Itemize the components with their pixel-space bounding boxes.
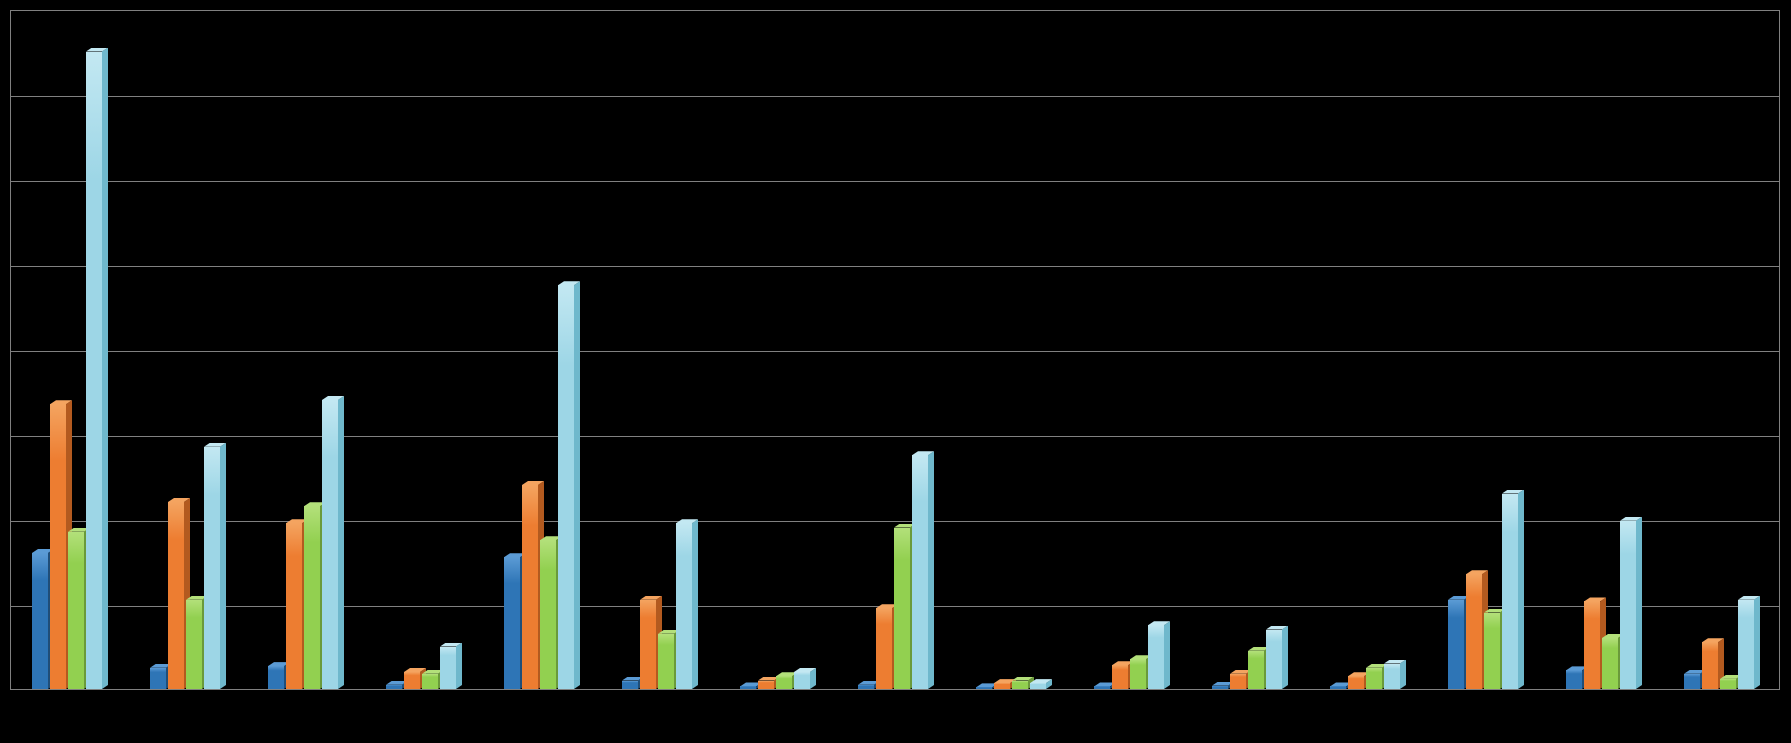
bar-group bbox=[837, 9, 955, 689]
bar bbox=[1502, 490, 1524, 690]
bar bbox=[676, 519, 698, 689]
bar bbox=[322, 396, 344, 689]
bar-group bbox=[365, 9, 483, 689]
bar bbox=[1030, 679, 1052, 689]
bar-group bbox=[1309, 9, 1427, 689]
bar bbox=[794, 668, 816, 689]
bar bbox=[440, 643, 462, 690]
bar-group bbox=[1191, 9, 1309, 689]
bar-group bbox=[483, 9, 601, 689]
bar bbox=[1384, 660, 1406, 690]
bar-group bbox=[1663, 9, 1781, 689]
bar bbox=[1738, 596, 1760, 689]
bar bbox=[204, 443, 226, 689]
bar-group bbox=[1427, 9, 1545, 689]
bar-group bbox=[11, 9, 129, 689]
bar-group bbox=[129, 9, 247, 689]
bar bbox=[912, 451, 934, 689]
baseline bbox=[10, 689, 1780, 690]
bar bbox=[86, 48, 108, 690]
bar bbox=[1620, 517, 1642, 689]
bar-group bbox=[601, 9, 719, 689]
bar-group bbox=[1073, 9, 1191, 689]
bar bbox=[1266, 626, 1288, 690]
bar bbox=[1148, 621, 1170, 689]
bar-group bbox=[247, 9, 365, 689]
bar bbox=[558, 281, 580, 689]
bar-group bbox=[719, 9, 837, 689]
bar-group bbox=[1545, 9, 1663, 689]
plot-area bbox=[10, 10, 1780, 690]
bar-group bbox=[955, 9, 1073, 689]
